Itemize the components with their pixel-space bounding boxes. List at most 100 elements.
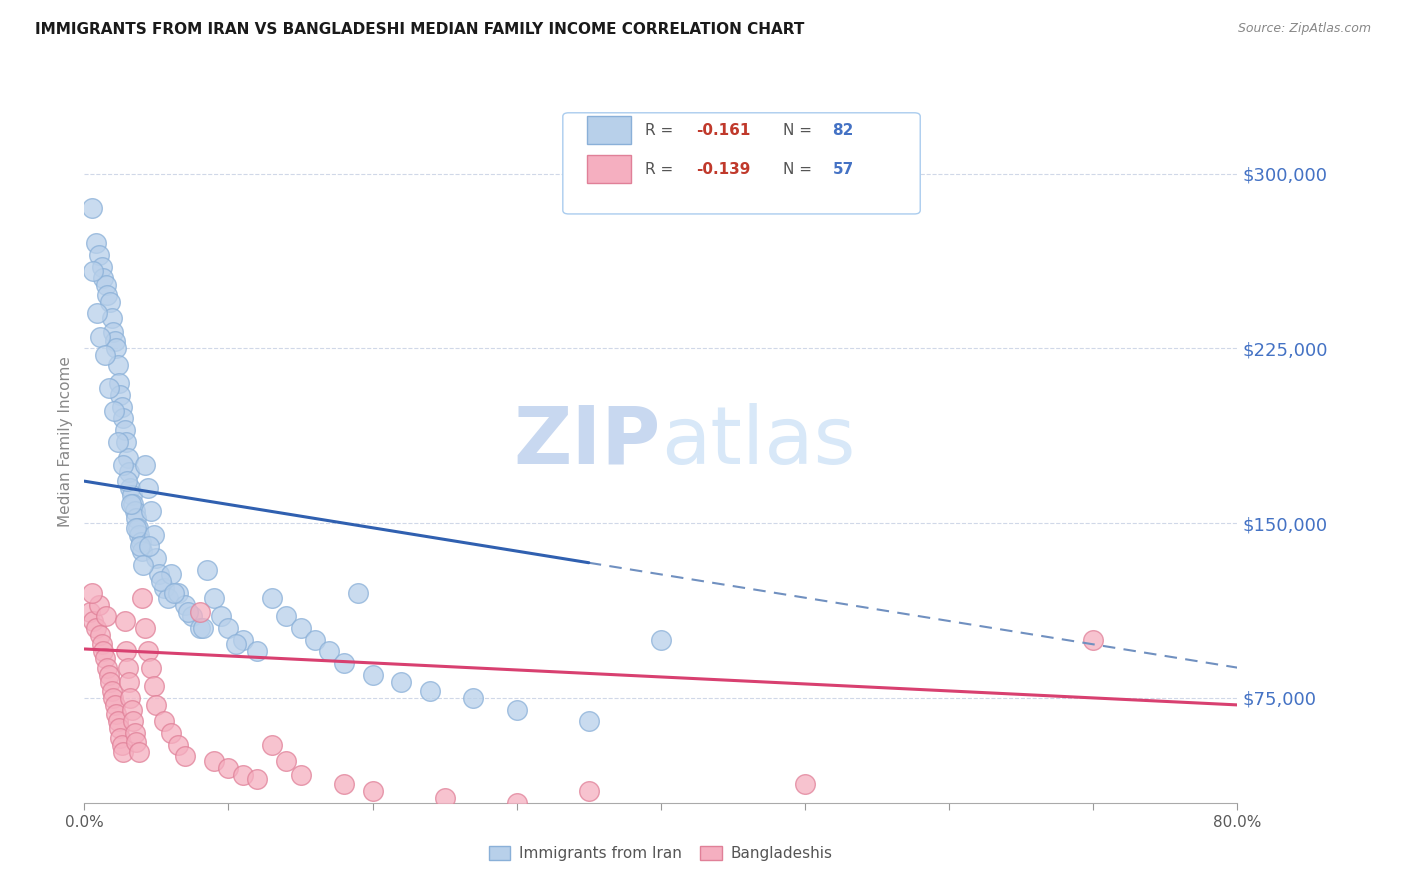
Point [98,294,121,309]
Point [177,605,200,619]
Point [128,540,150,554]
Point [163,586,186,600]
Point [124,521,146,535]
Point [174,749,197,764]
Point [333,656,356,670]
Point [91,271,114,285]
Point [188,621,211,635]
Point [167,586,190,600]
Point [82,614,104,628]
Point [156,591,179,605]
Point [87,248,110,262]
Point [246,772,269,787]
Point [276,754,298,768]
Text: R =: R = [645,161,673,177]
Point [148,567,170,582]
Point [246,644,269,658]
Point [290,621,312,635]
Point [111,458,134,472]
Point [115,474,138,488]
Point [110,388,132,402]
Point [138,540,160,554]
Text: R =: R = [645,122,673,137]
Point [117,660,139,674]
Point [80,202,103,216]
Point [506,702,529,716]
Point [118,465,141,479]
Point [104,698,127,712]
Text: 57: 57 [832,161,853,177]
Point [125,735,148,749]
Point [120,481,142,495]
Point [134,621,156,635]
Legend: Immigrants from Iran, Bangladeshis: Immigrants from Iran, Bangladeshis [482,839,839,867]
Point [120,690,142,705]
Text: atlas: atlas [661,402,855,481]
FancyBboxPatch shape [562,112,921,214]
Point [304,632,326,647]
Point [112,411,135,425]
Point [103,325,124,339]
Point [181,609,204,624]
Point [121,488,143,502]
Point [145,551,167,566]
Point [578,784,600,798]
Point [333,777,356,791]
Point [94,609,117,624]
Point [110,731,132,745]
Point [232,768,254,782]
Point [209,609,232,624]
Point [260,591,283,605]
Point [96,287,118,301]
Point [131,544,153,558]
Point [112,745,135,759]
Point [139,660,162,674]
Point [139,504,162,518]
Point [134,458,156,472]
Point [107,358,129,372]
Point [87,598,110,612]
Point [225,637,247,651]
Point [650,632,672,647]
Point [128,745,150,759]
Point [86,306,108,320]
Point [115,434,138,449]
Point [136,481,159,495]
Text: -0.161: -0.161 [696,122,751,137]
Point [174,598,197,612]
Point [93,348,115,362]
Point [122,714,145,729]
Point [114,423,136,437]
Point [290,768,312,782]
Point [94,278,117,293]
Point [90,637,112,651]
Text: N =: N = [783,161,813,177]
Point [152,714,174,729]
Point [107,714,129,729]
Point [118,674,141,689]
Point [463,690,485,705]
Text: ZIP: ZIP [513,402,661,481]
Point [84,236,107,251]
Point [145,698,167,712]
Point [152,582,174,596]
Point [433,791,456,805]
Point [82,264,104,278]
Point [131,591,153,605]
Point [318,644,340,658]
Point [419,684,441,698]
Point [105,707,128,722]
Point [218,761,240,775]
FancyBboxPatch shape [588,155,631,183]
Point [128,528,150,542]
Point [103,404,125,418]
Point [114,614,136,628]
Text: Source: ZipAtlas.com: Source: ZipAtlas.com [1237,22,1371,36]
Point [160,726,183,740]
Point [391,674,413,689]
Point [202,754,225,768]
Point [100,684,122,698]
Point [122,498,145,512]
Point [115,644,138,658]
Text: IMMIGRANTS FROM IRAN VS BANGLADESHI MEDIAN FAMILY INCOME CORRELATION CHART: IMMIGRANTS FROM IRAN VS BANGLADESHI MEDI… [35,22,804,37]
